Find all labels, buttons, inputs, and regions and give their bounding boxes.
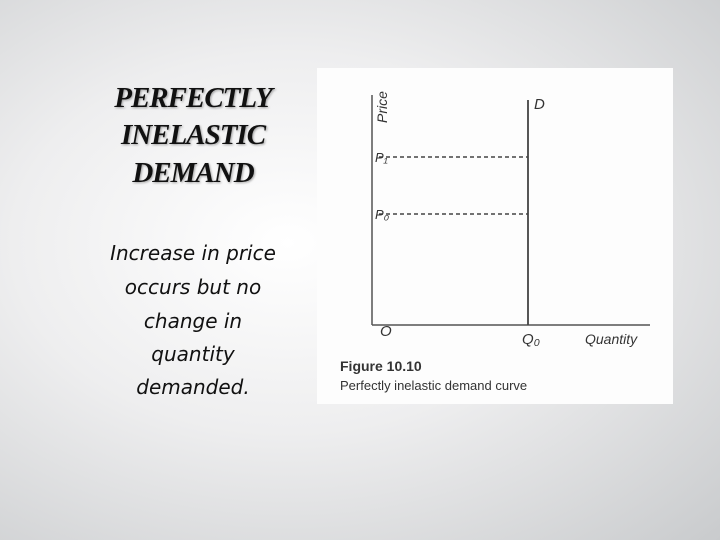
y-axis-label: Price [374, 91, 390, 123]
caption-number: Figure 10.10 [340, 358, 422, 374]
figure: Price D P₁ P₀ O Q₀ Quantity Figure 10.10… [317, 68, 673, 404]
origin-label: O [380, 323, 392, 340]
body-line: Increase in price [110, 241, 276, 265]
x-axis-label: Quantity [585, 331, 638, 347]
price-label: P₀ [375, 207, 390, 222]
body-line: occurs but no [124, 275, 262, 299]
title-line: INELASTIC [120, 119, 266, 151]
body-line: change in [143, 309, 243, 333]
title-line: DEMAND [132, 157, 254, 189]
curve-label: D [534, 96, 545, 113]
title-line: PERFECTLY [114, 82, 273, 114]
caption-text: Perfectly inelastic demand curve [340, 378, 527, 393]
body-line: demanded. [136, 375, 250, 399]
price-label: P₁ [375, 150, 388, 165]
quantity-label: Q₀ [522, 331, 540, 348]
figure-background [317, 68, 673, 404]
body-line: quantity [151, 342, 235, 366]
